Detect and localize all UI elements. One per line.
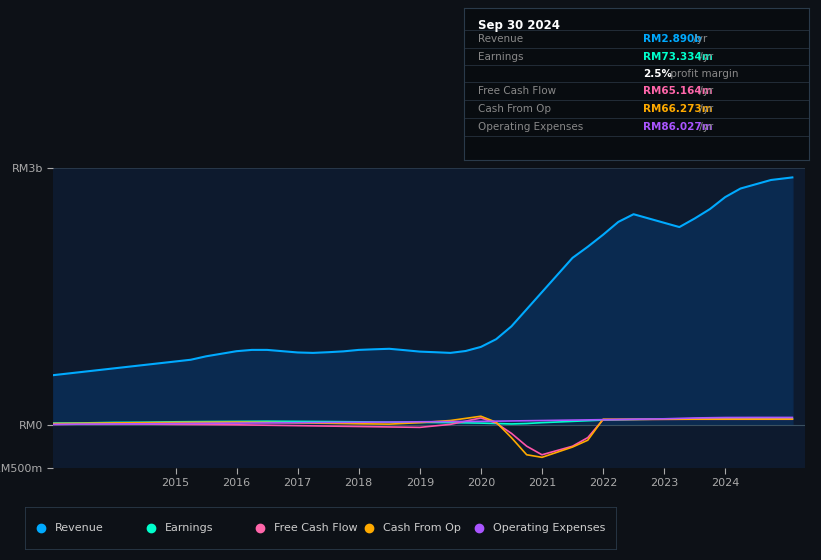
Text: RM86.027m: RM86.027m [643, 122, 713, 132]
Text: /yr: /yr [696, 52, 713, 62]
Text: Cash From Op: Cash From Op [383, 523, 461, 533]
Text: Earnings: Earnings [165, 523, 213, 533]
Text: Sep 30 2024: Sep 30 2024 [478, 19, 560, 32]
Text: Free Cash Flow: Free Cash Flow [274, 523, 358, 533]
Text: /yr: /yr [696, 86, 713, 96]
Text: RM65.164m: RM65.164m [643, 86, 713, 96]
Text: /yr: /yr [696, 104, 713, 114]
Text: RM2.890b: RM2.890b [643, 34, 702, 44]
Text: Operating Expenses: Operating Expenses [493, 523, 605, 533]
Text: Revenue: Revenue [55, 523, 104, 533]
Text: /yr: /yr [696, 122, 713, 132]
Text: Operating Expenses: Operating Expenses [478, 122, 583, 132]
Text: 2.5%: 2.5% [643, 69, 672, 79]
Text: Free Cash Flow: Free Cash Flow [478, 86, 556, 96]
Text: Revenue: Revenue [478, 34, 523, 44]
Text: /yr: /yr [690, 34, 708, 44]
Text: RM73.334m: RM73.334m [643, 52, 713, 62]
Text: Cash From Op: Cash From Op [478, 104, 551, 114]
Text: RM66.273m: RM66.273m [643, 104, 713, 114]
Text: Earnings: Earnings [478, 52, 523, 62]
Text: profit margin: profit margin [667, 69, 738, 79]
